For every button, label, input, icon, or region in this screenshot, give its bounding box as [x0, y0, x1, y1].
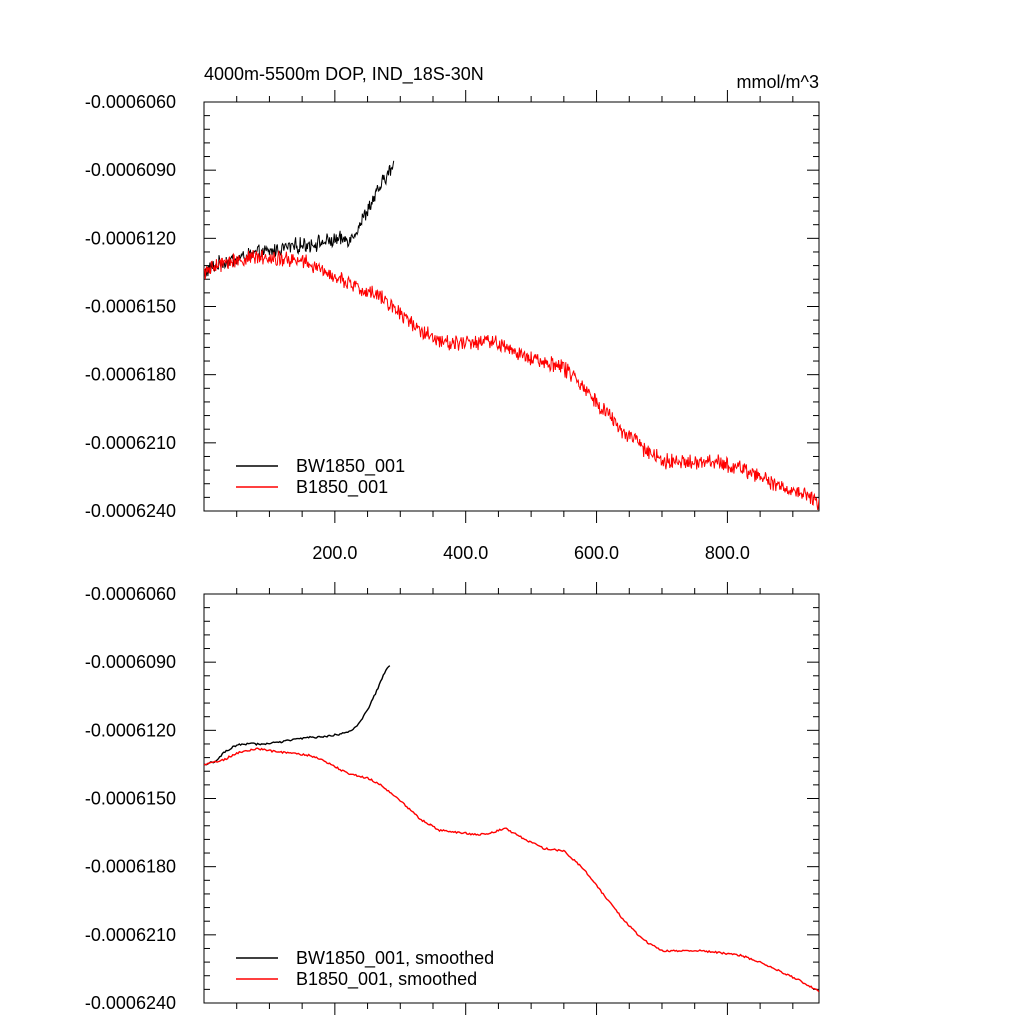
top-x-tick-label: 600.0 [574, 543, 619, 563]
bottom-y-tick-label: -0.0006150 [85, 789, 176, 809]
bottom-y-tick-label: -0.0006210 [85, 925, 176, 945]
chart-title: 4000m-5500m DOP, IND_18S-30N [204, 64, 484, 85]
bottom-y-tick-label: -0.0006090 [85, 652, 176, 672]
top-x-tick-label: 800.0 [705, 543, 750, 563]
top-y-tick-label: -0.0006120 [85, 228, 176, 248]
top-y-tick-label: -0.0006060 [85, 92, 176, 112]
series-line-bw1850-001-smoothed [204, 665, 391, 766]
legend-label-bw1850-001-smoothed: BW1850_001, smoothed [296, 948, 494, 969]
top-x-tick-label: 200.0 [312, 543, 357, 563]
bottom-y-tick-label: -0.0006180 [85, 857, 176, 877]
top-panel: -0.0006060 -0.0006090 -0.0006120 -0.0006150… [85, 64, 820, 563]
top-y-tick-label: -0.0006180 [85, 365, 176, 385]
bottom-y-tick-label: -0.0006240 [85, 993, 176, 1013]
legend-label-b1850-001: B1850_001 [296, 477, 388, 498]
top-y-tick-label: -0.0006090 [85, 160, 176, 180]
bottom-y-tick-label: -0.0006060 [85, 584, 176, 604]
bottom-panel: -0.0006060 -0.0006090 -0.0006120 -0.0006150… [85, 582, 820, 1015]
series-line-b1850-001 [204, 249, 819, 510]
legend-label-b1850-001-smoothed: B1850_001, smoothed [296, 969, 477, 990]
top-x-tick-label: 400.0 [443, 543, 488, 563]
top-plot-frame [203, 101, 820, 512]
bottom-y-tick-label: -0.0006120 [85, 720, 176, 740]
units-label: mmol/m^3 [737, 72, 819, 92]
series-line-b1850-001-smoothed [204, 747, 819, 993]
top-y-tick-label: -0.0006210 [85, 433, 176, 453]
series-line-bw1850-001 [204, 160, 395, 277]
top-y-tick-label: -0.0006150 [85, 297, 176, 317]
top-y-tick-label: -0.0006240 [85, 501, 176, 521]
legend-label-bw1850-001: BW1850_001 [296, 456, 405, 477]
bottom-plot-frame [203, 593, 820, 1004]
